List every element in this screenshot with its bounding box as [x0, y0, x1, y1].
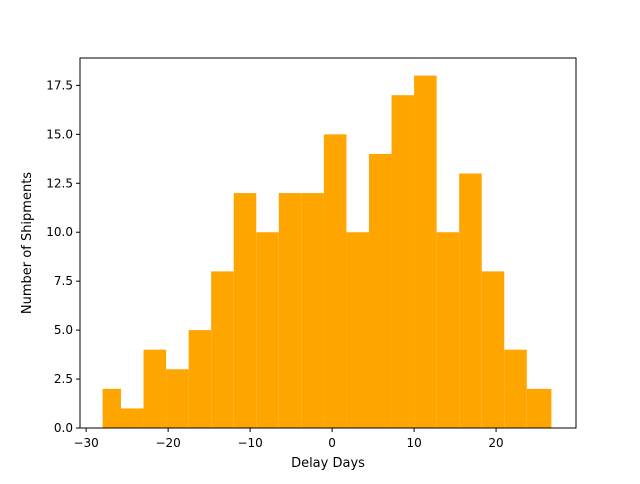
x-tick-label: −20 [155, 436, 180, 450]
histogram-bar [102, 388, 121, 428]
histogram-bar [459, 173, 482, 428]
y-tick-label: 10.0 [46, 225, 73, 239]
histogram-bar [323, 134, 347, 428]
histogram-bar [211, 271, 234, 428]
histogram-bar [120, 408, 144, 428]
histogram-bar [346, 232, 369, 428]
y-tick-label: 15.0 [46, 127, 73, 141]
x-axis: −30 −20 −10 0 10 20 [73, 428, 504, 450]
x-tick-label: 10 [406, 436, 421, 450]
y-tick-label: 5.0 [54, 323, 73, 337]
y-axis: 0.0 2.5 5.0 7.5 10.0 12.5 15.0 17.5 [46, 78, 80, 435]
histogram-bar [143, 349, 167, 428]
histogram-bar [414, 75, 437, 428]
x-tick-label: 0 [328, 436, 336, 450]
x-tick-label: 20 [488, 436, 503, 450]
y-tick-label: 7.5 [54, 274, 73, 288]
x-axis-label: Delay Days [291, 456, 365, 471]
histogram-bar [368, 153, 392, 429]
histogram-bar [481, 271, 505, 428]
histogram-bar [436, 232, 460, 428]
histogram-bar [526, 388, 552, 428]
histogram-bar [504, 349, 527, 428]
y-tick-label: 17.5 [46, 78, 73, 92]
x-tick-label: −30 [73, 436, 98, 450]
histogram-bar [166, 369, 189, 428]
histogram-bar [391, 95, 415, 428]
histogram-bar [301, 193, 324, 428]
plot-frame [79, 57, 577, 429]
y-tick-label: 0.0 [54, 421, 73, 435]
histogram-bar [188, 330, 212, 428]
bars-group [102, 75, 552, 429]
y-tick-label: 12.5 [46, 176, 73, 190]
y-tick-label: 2.5 [54, 372, 73, 386]
x-tick-label: −10 [237, 436, 262, 450]
y-axis-label: Number of Shipments [20, 172, 35, 314]
histogram-bar [233, 193, 257, 428]
histogram-bar [256, 232, 279, 428]
histogram-bar [278, 193, 302, 428]
